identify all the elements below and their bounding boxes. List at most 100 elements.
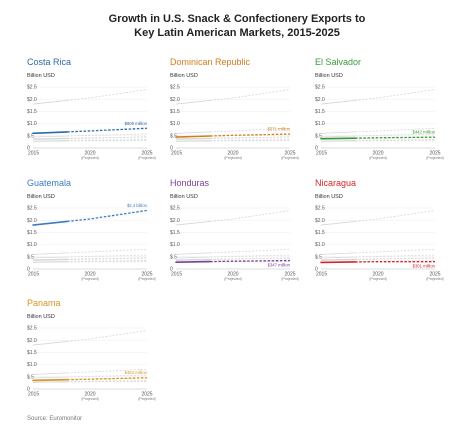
context-line-guatemala — [175, 100, 211, 105]
y-tick-label: $2.5 — [170, 85, 180, 91]
y-tick-label: $1.5 — [27, 350, 37, 356]
context-line-projected-honduras — [210, 139, 291, 141]
y-tick-label: $2.0 — [315, 218, 325, 224]
y-axis-unit-label: Billion USD — [315, 194, 343, 200]
context-line-projected-honduras — [355, 139, 436, 141]
source-note: Source: Euromonitor — [27, 416, 83, 422]
chart-title-line-1: Growth in U.S. Snack & Confectionery Exp… — [108, 13, 366, 25]
y-axis-unit-label: Billion USD — [27, 73, 55, 79]
y-tick-label: $2.0 — [27, 218, 37, 224]
end-value-label: $571 million — [268, 127, 291, 132]
y-tick-label: $1.5 — [315, 230, 325, 236]
x-tick-label: 2015 — [171, 272, 182, 278]
x-tick-label: 2025 — [284, 272, 295, 278]
y-tick-label: $.5 — [315, 133, 322, 139]
x-tick-sublabel: (Projected) — [224, 156, 242, 160]
panel-guatemala: Guatemala Billion USD 0 $.5 $1.0 $1.5 $2.0 $2.5… — [27, 178, 167, 288]
x-tick-label: 2015 — [28, 392, 39, 398]
panel-nicaragua: Nicaragua Billion USD 0 $.5 $1.0 $1.5 $2.0 $2.5… — [315, 178, 455, 288]
x-tick-label: 2020 — [84, 272, 95, 278]
context-line-el-salvador — [32, 258, 68, 261]
panel-costa-rica: Costa Rica Billion USD 0 $.5 $1.0 $1.5 $2.0 $2.… — [27, 57, 167, 167]
y-tick-label: $1.0 — [170, 121, 180, 127]
context-line-projected-costa-rica — [355, 248, 436, 254]
context-line-dominican-republic — [32, 376, 68, 379]
panel-el-salvador: El Salvador Billion USD 0 $.5 $1.0 $1.5 $2.0 $2… — [315, 57, 455, 167]
context-line-projected-guatemala — [355, 89, 436, 101]
y-tick-label: $1.0 — [27, 121, 37, 127]
series-line-projected — [67, 127, 148, 133]
y-tick-label: 0 — [27, 387, 30, 393]
context-line-projected-costa-rica — [210, 248, 291, 254]
y-tick-label: $1.5 — [170, 230, 180, 236]
panel-panama: Panama Billion USD 0 $.5 $1.0 $1.5 $2.0 $2.5 201… — [27, 298, 167, 408]
context-line-guatemala — [32, 341, 68, 346]
context-line-dominican-republic — [32, 256, 68, 259]
x-tick-sublabel: (Projected) — [138, 397, 156, 401]
context-line-guatemala — [320, 221, 356, 226]
context-line-projected-costa-rica — [355, 127, 436, 133]
context-line-projected-honduras — [67, 380, 148, 382]
end-value-label: $463 million — [125, 370, 148, 375]
context-line-projected-costa-rica — [67, 248, 148, 254]
y-tick-label: $2.5 — [27, 206, 37, 212]
series-line-projected — [355, 136, 436, 139]
y-tick-label: $2.0 — [170, 218, 180, 224]
context-line-dominican-republic — [320, 256, 356, 259]
context-line-projected-honduras — [67, 139, 148, 141]
context-line-panama — [32, 138, 68, 140]
x-tick-label: 2025 — [141, 272, 152, 278]
context-line-projected-costa-rica — [210, 127, 291, 133]
y-tick-label: 0 — [170, 146, 173, 152]
end-value-label: $347 million — [268, 263, 291, 268]
panel-title: Guatemala — [27, 178, 72, 188]
y-tick-label: $.5 — [27, 374, 34, 380]
x-tick-sublabel: (Projected) — [81, 156, 99, 160]
y-tick-label: $.5 — [170, 254, 177, 260]
context-line-guatemala — [175, 221, 211, 226]
series-line-actual — [320, 137, 356, 140]
end-value-label: $442 million — [413, 130, 436, 135]
y-tick-label: $.5 — [170, 133, 177, 139]
context-line-panama — [175, 138, 211, 140]
series-line-actual — [175, 260, 211, 263]
x-tick-sublabel: (Projected) — [369, 277, 387, 281]
series-line-projected — [210, 259, 291, 263]
panel-title: Costa Rica — [27, 57, 72, 67]
series-line-projected — [210, 133, 291, 137]
context-line-projected-dominican-republic — [355, 254, 436, 258]
context-line-guatemala — [320, 100, 356, 105]
y-tick-label: 0 — [27, 146, 30, 152]
y-tick-label: $.5 — [27, 254, 34, 260]
x-tick-label: 2015 — [316, 151, 327, 157]
context-line-guatemala — [32, 100, 68, 105]
series-line-projected — [67, 377, 148, 381]
y-tick-label: $2.0 — [170, 97, 180, 103]
y-tick-label: $.5 — [315, 254, 322, 260]
y-tick-label: $1.0 — [315, 242, 325, 248]
chart-title: Growth in U.S. Snack & Confectionery Exp… — [0, 12, 474, 40]
x-tick-label: 2020 — [227, 272, 238, 278]
y-tick-label: $2.5 — [315, 85, 325, 91]
context-line-projected-dominican-republic — [67, 133, 148, 137]
y-tick-label: 0 — [315, 146, 318, 152]
chart-title-line-2: Key Latin American Markets, 2015-2025 — [134, 27, 340, 39]
series-line-actual — [32, 378, 68, 382]
context-line-costa-rica — [175, 252, 211, 255]
panel-title: Nicaragua — [315, 178, 357, 188]
panel-dominican-republic: Dominican Republic Billion USD 0 $.5 $1.0 $1.… — [170, 57, 310, 167]
y-tick-label: $.5 — [27, 133, 34, 139]
y-tick-label: $2.5 — [27, 326, 37, 332]
context-line-projected-guatemala — [355, 210, 436, 222]
x-tick-label: 2020 — [84, 151, 95, 157]
x-tick-label: 2015 — [28, 151, 39, 157]
x-tick-sublabel: (Projected) — [281, 277, 299, 281]
y-tick-label: $2.0 — [27, 97, 37, 103]
panel-honduras: Honduras Billion USD 0 $.5 $1.0 $1.5 $2.0 $2.5 2… — [170, 178, 310, 288]
x-tick-sublabel: (Projected) — [426, 156, 444, 160]
y-axis-unit-label: Billion USD — [170, 73, 198, 79]
context-line-projected-panama — [210, 136, 291, 140]
context-line-costa-rica — [32, 372, 68, 375]
